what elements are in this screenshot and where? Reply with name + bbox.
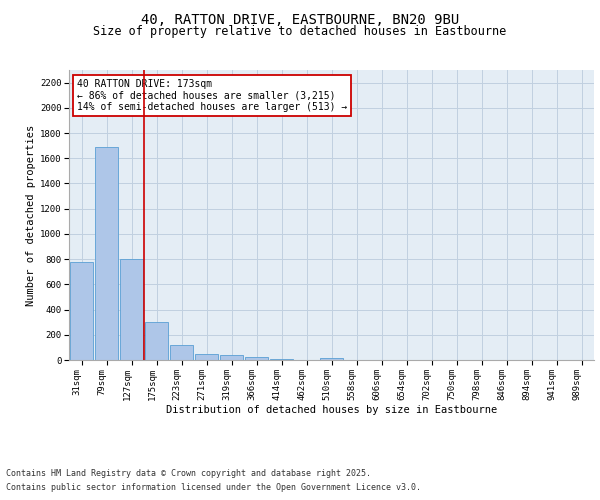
- Bar: [95, 147, 118, 360]
- Bar: [145, 322, 168, 360]
- X-axis label: Distribution of detached houses by size in Eastbourne: Distribution of detached houses by size …: [166, 406, 497, 415]
- Bar: [245, 357, 268, 360]
- Text: Contains public sector information licensed under the Open Government Licence v3: Contains public sector information licen…: [6, 484, 421, 492]
- Bar: [70, 262, 93, 360]
- Bar: [195, 354, 218, 360]
- Text: Size of property relative to detached houses in Eastbourne: Size of property relative to detached ho…: [94, 25, 506, 38]
- Y-axis label: Number of detached properties: Number of detached properties: [26, 124, 35, 306]
- Text: 40, RATTON DRIVE, EASTBOURNE, BN20 9BU: 40, RATTON DRIVE, EASTBOURNE, BN20 9BU: [141, 12, 459, 26]
- Bar: [220, 355, 243, 360]
- Bar: [320, 358, 343, 360]
- Text: Contains HM Land Registry data © Crown copyright and database right 2025.: Contains HM Land Registry data © Crown c…: [6, 468, 371, 477]
- Bar: [270, 358, 293, 360]
- Bar: [170, 345, 193, 360]
- Bar: [120, 259, 143, 360]
- Text: 40 RATTON DRIVE: 173sqm
← 86% of detached houses are smaller (3,215)
14% of semi: 40 RATTON DRIVE: 173sqm ← 86% of detache…: [77, 78, 347, 112]
